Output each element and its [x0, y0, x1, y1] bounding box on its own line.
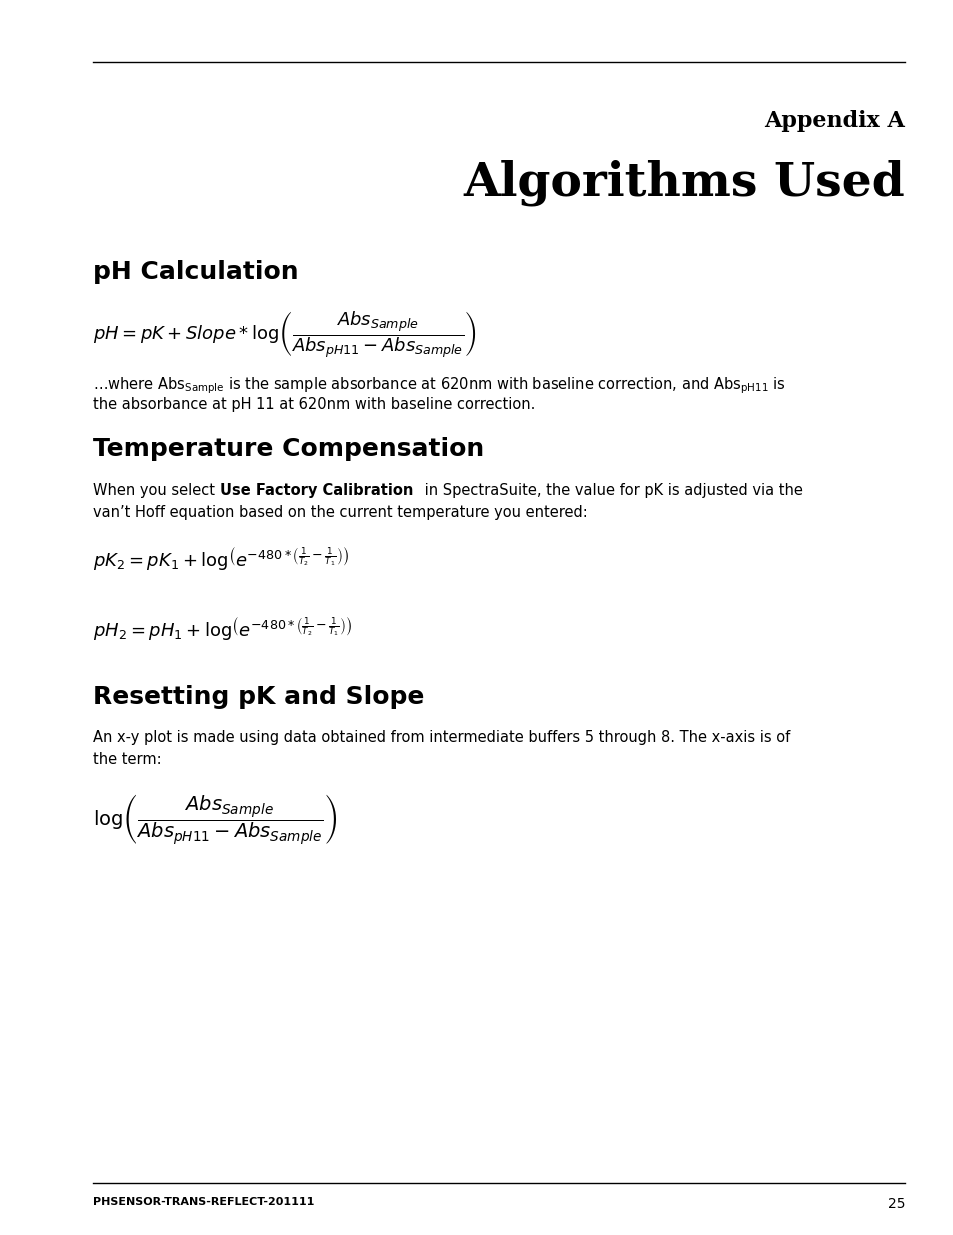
Text: van’t Hoff equation based on the current temperature you entered:: van’t Hoff equation based on the current… — [92, 505, 587, 520]
Text: $\log\!\left(\dfrac{\mathit{Abs}_{\mathit{Sample}}}{\mathit{Abs}_{\mathit{pH11}}: $\log\!\left(\dfrac{\mathit{Abs}_{\mathi… — [92, 793, 336, 847]
Text: $\mathit{pK}_2 = \mathit{pK}_1 + \log\!\left(e^{-480*\left(\frac{1}{T_2}-\frac{1: $\mathit{pK}_2 = \mathit{pK}_1 + \log\!\… — [92, 545, 349, 573]
Text: Resetting pK and Slope: Resetting pK and Slope — [92, 685, 424, 709]
Text: An x-y plot is made using data obtained from intermediate buffers 5 through 8. T: An x-y plot is made using data obtained … — [92, 730, 789, 745]
Text: $\ldots$where Abs$_\mathregular{Sample}$ is the sample absorbance at 620nm with : $\ldots$where Abs$_\mathregular{Sample}$… — [92, 375, 785, 395]
Text: PHSENSOR-TRANS-REFLECT-201111: PHSENSOR-TRANS-REFLECT-201111 — [92, 1197, 314, 1207]
Text: 25: 25 — [886, 1197, 904, 1212]
Text: the absorbance at pH 11 at 620nm with baseline correction.: the absorbance at pH 11 at 620nm with ba… — [92, 396, 535, 412]
Text: When you select: When you select — [92, 483, 219, 498]
Text: the term:: the term: — [92, 752, 161, 767]
Text: $\mathit{pH} = \mathit{pK} + \mathit{Slope} * \log\!\left(\dfrac{\mathit{Abs}_{\: $\mathit{pH} = \mathit{pK} + \mathit{Slo… — [92, 310, 476, 361]
Text: Temperature Compensation: Temperature Compensation — [92, 437, 484, 461]
Text: $\mathit{pH}_2 = \mathit{pH}_1 + \log\!\left(e^{-480*\left(\frac{1}{T_2}-\frac{1: $\mathit{pH}_2 = \mathit{pH}_1 + \log\!\… — [92, 615, 353, 642]
Text: in SpectraSuite, the value for pK is adjusted via the: in SpectraSuite, the value for pK is adj… — [419, 483, 802, 498]
Text: Use Factory Calibration: Use Factory Calibration — [220, 483, 413, 498]
Text: Appendix A: Appendix A — [763, 110, 904, 132]
Text: pH Calculation: pH Calculation — [92, 261, 298, 284]
Text: Algorithms Used: Algorithms Used — [463, 161, 904, 206]
